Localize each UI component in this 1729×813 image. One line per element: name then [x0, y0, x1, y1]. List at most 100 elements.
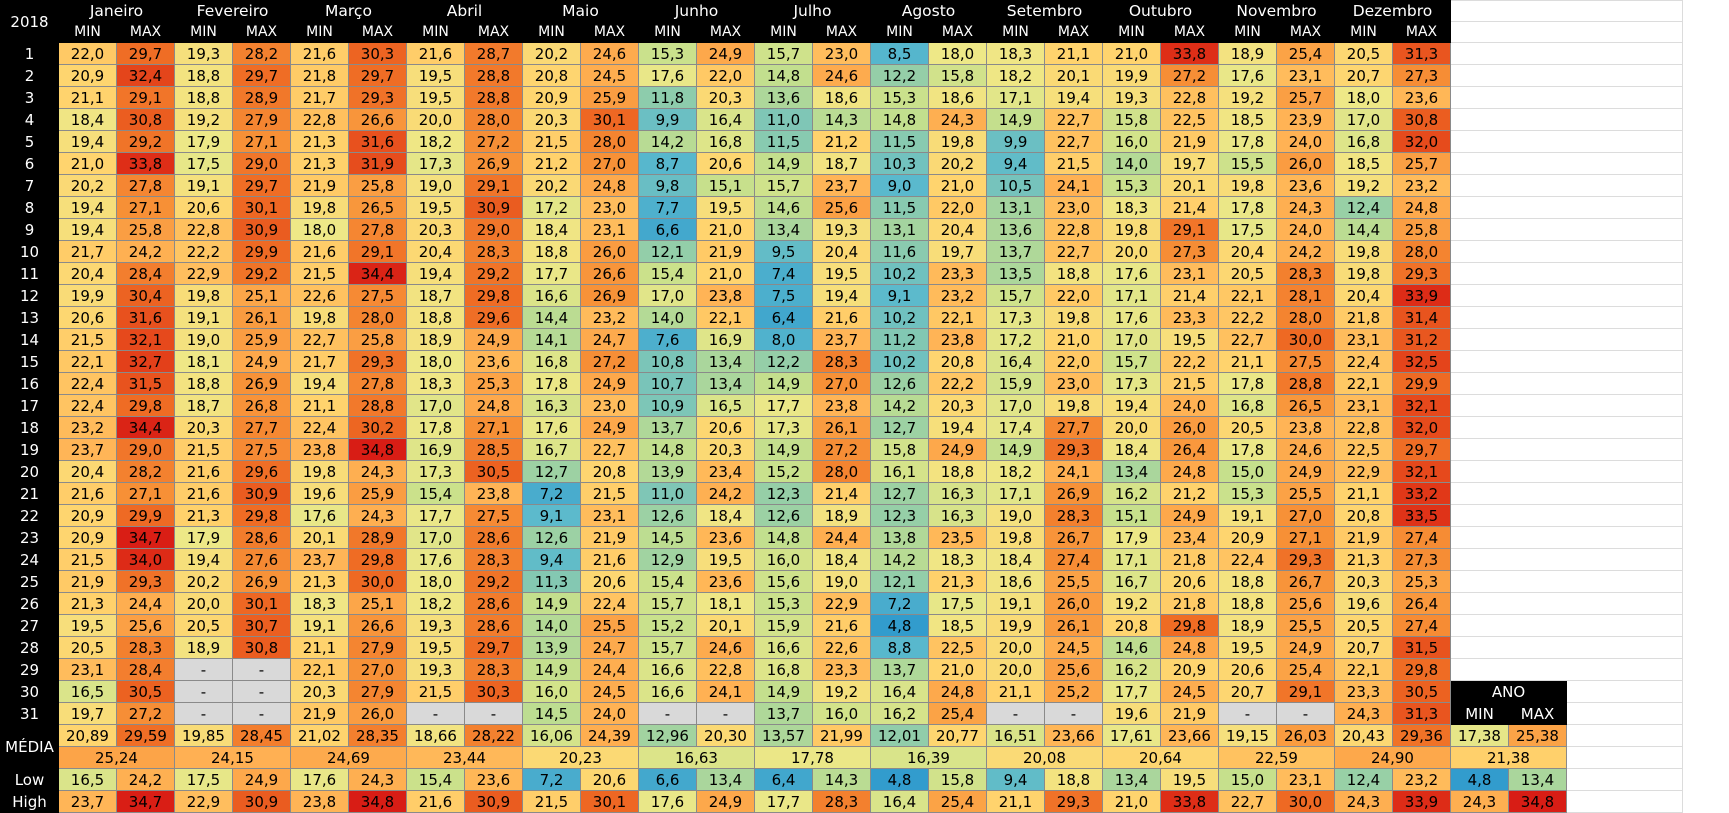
value-cell[interactable]: 22,7 — [1218, 328, 1277, 351]
value-cell[interactable]: 15,3 — [754, 592, 813, 615]
value-cell[interactable]: 21,1 — [986, 790, 1045, 813]
value-cell[interactable]: 27,0 — [812, 372, 871, 395]
value-cell[interactable]: 14,4 — [1334, 218, 1393, 241]
value-cell[interactable]: 8,0 — [754, 328, 813, 351]
value-cell[interactable]: 23,1 — [1334, 328, 1393, 351]
value-cell[interactable]: 7,2 — [522, 482, 581, 505]
value-cell[interactable]: 21,4 — [1160, 284, 1219, 307]
value-cell[interactable]: 22,0 — [58, 42, 117, 65]
value-cell[interactable]: 16,4 — [696, 108, 755, 131]
value-cell[interactable]: 19,8 — [290, 306, 349, 329]
value-cell[interactable]: 15,9 — [754, 614, 813, 637]
value-cell[interactable]: 21,6 — [174, 460, 233, 483]
value-cell[interactable]: 24,3 — [928, 108, 987, 131]
value-cell[interactable]: 28,22 — [464, 724, 523, 747]
value-cell[interactable]: 33,5 — [1392, 504, 1451, 527]
value-cell[interactable]: 32,0 — [1392, 416, 1451, 439]
value-cell[interactable]: 26,9 — [232, 372, 291, 395]
value-cell[interactable]: 13,4 — [1102, 768, 1161, 791]
month-average[interactable]: 24,15 — [174, 746, 291, 769]
value-cell[interactable]: 21,1 — [58, 86, 117, 109]
value-cell[interactable]: 33,2 — [1392, 482, 1451, 505]
value-cell[interactable]: 20,6 — [1218, 658, 1277, 681]
value-cell[interactable]: 22,2 — [1160, 350, 1219, 373]
value-cell[interactable]: 13,1 — [870, 218, 929, 241]
value-cell[interactable]: 15,1 — [696, 174, 755, 197]
value-cell[interactable]: 26,9 — [1044, 482, 1103, 505]
value-cell[interactable]: 19,5 — [812, 262, 871, 285]
value-cell[interactable]: 21,5 — [174, 438, 233, 461]
value-cell[interactable]: 25,5 — [580, 614, 639, 637]
value-cell[interactable]: 19,8 — [174, 284, 233, 307]
value-cell[interactable]: 26,8 — [232, 394, 291, 417]
value-cell[interactable]: 18,9 — [1218, 614, 1277, 637]
value-cell[interactable]: 14,5 — [522, 702, 581, 725]
value-cell[interactable]: 23,6 — [1276, 174, 1335, 197]
value-cell[interactable]: 22,8 — [696, 658, 755, 681]
value-cell[interactable]: 21,9 — [58, 570, 117, 593]
value-cell[interactable]: 20,5 — [1218, 416, 1277, 439]
value-cell[interactable]: 22,1 — [1334, 658, 1393, 681]
value-cell[interactable]: 16,0 — [812, 702, 871, 725]
value-cell[interactable]: 19,8 — [1044, 306, 1103, 329]
value-cell[interactable]: 22,0 — [1044, 284, 1103, 307]
value-cell[interactable]: - — [638, 702, 697, 725]
value-cell[interactable]: 21,0 — [1044, 328, 1103, 351]
value-cell[interactable]: 26,1 — [1044, 614, 1103, 637]
value-cell[interactable]: 12,6 — [870, 372, 929, 395]
value-cell[interactable]: 17,8 — [1218, 196, 1277, 219]
value-cell[interactable]: 17,6 — [638, 64, 697, 87]
value-cell[interactable]: 25,9 — [232, 328, 291, 351]
value-cell[interactable]: 22,4 — [1334, 350, 1393, 373]
value-cell[interactable]: 29,2 — [464, 570, 523, 593]
value-cell[interactable]: 21,2 — [1160, 482, 1219, 505]
value-cell[interactable]: 19,4 — [174, 548, 233, 571]
value-cell[interactable]: 24,5 — [1160, 680, 1219, 703]
value-cell[interactable]: 16,6 — [638, 658, 697, 681]
value-cell[interactable]: 23,3 — [1334, 680, 1393, 703]
value-cell[interactable]: 23,6 — [1392, 86, 1451, 109]
value-cell[interactable]: 18,2 — [406, 592, 465, 615]
value-cell[interactable]: 27,6 — [232, 548, 291, 571]
value-cell[interactable]: 21,99 — [812, 724, 871, 747]
month-average[interactable]: 25,24 — [58, 746, 175, 769]
value-cell[interactable]: 13,7 — [638, 416, 697, 439]
value-cell[interactable]: 16,5 — [58, 768, 117, 791]
value-cell[interactable]: 29,6 — [464, 306, 523, 329]
value-cell[interactable]: 25,38 — [1508, 724, 1567, 747]
value-cell[interactable]: 29,36 — [1392, 724, 1451, 747]
value-cell[interactable]: 28,0 — [348, 306, 407, 329]
value-cell[interactable]: 24,6 — [696, 636, 755, 659]
value-cell[interactable]: 29,7 — [116, 42, 175, 65]
value-cell[interactable]: 25,5 — [1044, 570, 1103, 593]
value-cell[interactable]: 13,9 — [522, 636, 581, 659]
value-cell[interactable]: 24,1 — [1044, 460, 1103, 483]
value-cell[interactable]: 24,6 — [1276, 438, 1335, 461]
value-cell[interactable]: 20,77 — [928, 724, 987, 747]
value-cell[interactable]: 19,5 — [406, 636, 465, 659]
value-cell[interactable]: 21,6 — [290, 42, 349, 65]
value-cell[interactable]: 6,6 — [638, 218, 697, 241]
value-cell[interactable]: 25,2 — [1044, 680, 1103, 703]
value-cell[interactable]: 20,4 — [58, 262, 117, 285]
value-cell[interactable]: 18,5 — [1334, 152, 1393, 175]
value-cell[interactable]: 15,4 — [638, 570, 697, 593]
value-cell[interactable]: 30,3 — [348, 42, 407, 65]
value-cell[interactable]: 24,9 — [232, 768, 291, 791]
value-cell[interactable]: 19,15 — [1218, 724, 1277, 747]
value-cell[interactable]: 14,6 — [754, 196, 813, 219]
value-cell[interactable]: 16,6 — [522, 284, 581, 307]
value-cell[interactable]: 4,8 — [1450, 768, 1509, 791]
value-cell[interactable]: 16,4 — [870, 680, 929, 703]
value-cell[interactable]: 15,4 — [638, 262, 697, 285]
value-cell[interactable]: 20,7 — [1218, 680, 1277, 703]
value-cell[interactable]: 18,5 — [1218, 108, 1277, 131]
value-cell[interactable]: 11,5 — [754, 130, 813, 153]
value-cell[interactable]: 19,0 — [812, 570, 871, 593]
value-cell[interactable]: 20,8 — [1334, 504, 1393, 527]
value-cell[interactable]: 34,8 — [348, 790, 407, 813]
value-cell[interactable]: 19,0 — [986, 504, 1045, 527]
value-cell[interactable]: 19,5 — [58, 614, 117, 637]
value-cell[interactable]: 28,8 — [464, 86, 523, 109]
value-cell[interactable]: 9,1 — [870, 284, 929, 307]
